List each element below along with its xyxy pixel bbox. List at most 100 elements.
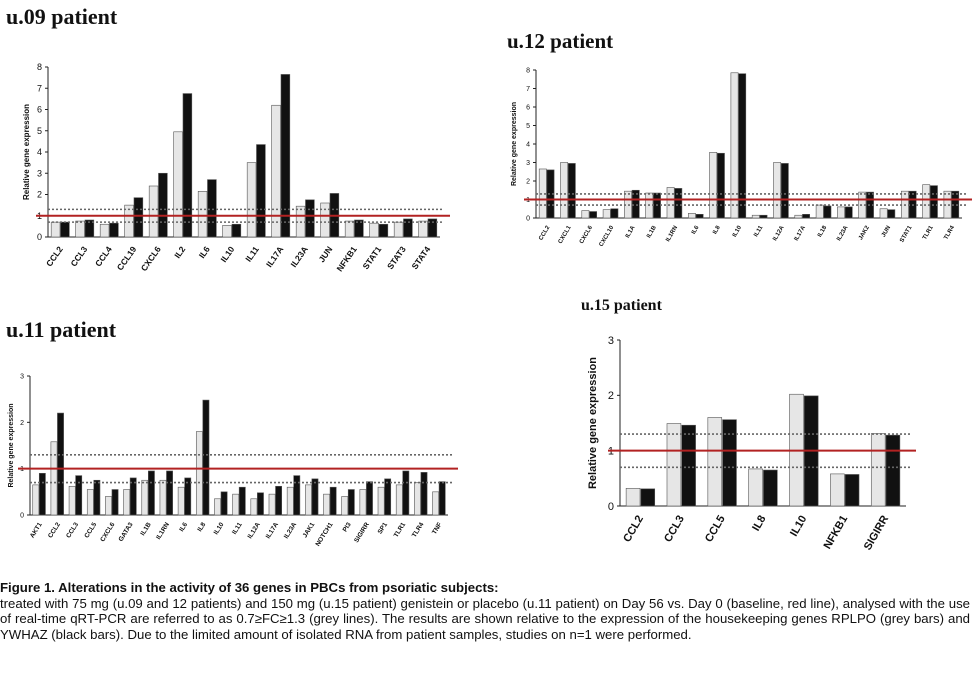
bar-IL17A-ywhaz xyxy=(281,74,290,237)
x-tick-label: PI3 xyxy=(342,521,353,533)
bar-CCL5-rplpo xyxy=(708,417,722,506)
bar-IL1B-rplpo xyxy=(142,480,148,515)
bar-IL8-ywhaz xyxy=(763,470,777,506)
bar-CXCL1-ywhaz xyxy=(568,163,575,218)
y-tick-label: 3 xyxy=(526,160,530,167)
y-axis-label: Relative gene expression xyxy=(8,403,15,487)
x-tick-label: CXCL10 xyxy=(599,224,616,247)
bar-GATA3-ywhaz xyxy=(130,478,136,515)
x-tick-label: IL10 xyxy=(788,514,809,539)
bar-IL6-ywhaz xyxy=(696,214,703,218)
y-tick-label: 2 xyxy=(526,178,530,185)
x-tick-label: TNF xyxy=(431,521,444,535)
x-tick-label: IL1B xyxy=(139,521,153,537)
bar-CCL3-ywhaz xyxy=(76,476,82,515)
x-tick-label: IL2 xyxy=(172,244,187,260)
y-tick-label: 2 xyxy=(20,420,24,427)
bar-NFKB1-ywhaz xyxy=(845,474,859,506)
bar-IL11-ywhaz xyxy=(239,487,245,515)
y-tick-label: 2 xyxy=(608,390,614,402)
bar-CCL2-rplpo xyxy=(626,488,640,506)
y-axis-label: Relative gene expression xyxy=(22,104,31,200)
bar-IL11-rplpo xyxy=(233,494,239,515)
x-tick-label: SP1 xyxy=(377,521,390,535)
bar-CXCL6-rplpo xyxy=(582,211,589,218)
x-tick-label: IL23A xyxy=(836,224,850,242)
bar-IL6-rplpo xyxy=(178,487,184,515)
bar-CCL2-ywhaz xyxy=(641,489,655,506)
y-tick-label: 0 xyxy=(20,512,24,519)
bar-CXCL6-ywhaz xyxy=(158,173,167,237)
bar-IL6-ywhaz xyxy=(207,180,216,237)
chart-title: u.12 patient xyxy=(507,29,613,53)
x-tick-label: IL1B xyxy=(646,224,658,239)
x-tick-label: TLR1 xyxy=(393,521,408,539)
x-tick-label: CXCL6 xyxy=(139,244,163,273)
y-tick-label: 8 xyxy=(526,67,530,74)
bar-CCL2-rplpo xyxy=(51,222,60,237)
bar-JUN-rplpo xyxy=(321,203,330,237)
x-tick-label: IL8 xyxy=(712,224,722,235)
y-tick-label: 3 xyxy=(608,335,614,347)
bar-CXCL6-ywhaz xyxy=(112,490,118,515)
x-tick-label: IL12A xyxy=(247,521,262,540)
y-tick-label: 2 xyxy=(37,190,42,200)
bar-JUN-ywhaz xyxy=(888,210,895,218)
bar-IL23A-rplpo xyxy=(287,487,293,515)
bar-IL11-rplpo xyxy=(247,163,256,237)
bar-IL18-ywhaz xyxy=(824,206,831,218)
bar-CXCL10-ywhaz xyxy=(611,209,618,218)
bar-JAK1-rplpo xyxy=(305,485,311,515)
x-tick-label: SIGIRR xyxy=(862,513,891,552)
bar-IL8-rplpo xyxy=(196,432,202,515)
bar-SP1-rplpo xyxy=(378,487,384,515)
x-tick-label: STAT4 xyxy=(409,244,432,271)
bar-SIGIRR-rplpo xyxy=(871,434,885,506)
x-tick-label: IL17A xyxy=(794,224,808,242)
bar-TLR1-rplpo xyxy=(396,485,402,515)
bar-STAT4-rplpo xyxy=(419,221,428,237)
y-tick-label: 7 xyxy=(37,83,42,93)
bar-TLR4-ywhaz xyxy=(421,472,427,515)
x-tick-label: CCL3 xyxy=(65,521,80,539)
bar-CXCL10-rplpo xyxy=(603,210,610,218)
bar-AKT1-rplpo xyxy=(33,485,39,515)
y-tick-label: 8 xyxy=(37,62,42,72)
bar-IL10-rplpo xyxy=(223,225,232,237)
x-tick-label: STAT3 xyxy=(385,244,408,271)
x-tick-label: CCL19 xyxy=(115,244,139,272)
bar-IL1RN-ywhaz xyxy=(675,188,682,218)
x-tick-label: IL11 xyxy=(753,224,764,238)
x-tick-label: TLR1 xyxy=(922,224,935,241)
bar-TLR4-rplpo xyxy=(414,483,420,515)
bar-CCL4-rplpo xyxy=(100,224,109,237)
x-tick-label: TLR4 xyxy=(411,521,426,539)
y-tick-label: 0 xyxy=(608,501,614,513)
x-tick-label: IL1A xyxy=(625,224,637,239)
bar-TLR1-ywhaz xyxy=(403,471,409,515)
bar-IL17A-rplpo xyxy=(795,215,802,218)
bar-IL23A-ywhaz xyxy=(305,200,314,237)
bar-SP1-ywhaz xyxy=(385,479,391,515)
bar-IL10-ywhaz xyxy=(221,492,227,515)
bar-IL2-rplpo xyxy=(174,132,183,237)
x-tick-label: IL17A xyxy=(264,244,285,269)
x-tick-label: IL18 xyxy=(817,224,829,238)
bar-TNF-ywhaz xyxy=(439,482,445,515)
bar-IL12A-ywhaz xyxy=(257,493,263,515)
bar-CCL19-ywhaz xyxy=(134,198,143,237)
x-tick-label: CCL5 xyxy=(703,514,728,545)
y-tick-label: 0 xyxy=(37,232,42,242)
bar-CXCL1-rplpo xyxy=(560,163,567,219)
bar-IL17A-ywhaz xyxy=(276,486,282,515)
x-tick-label: CCL2 xyxy=(621,514,646,545)
bar-NFKB1-rplpo xyxy=(830,474,844,506)
x-tick-label: NFKB1 xyxy=(334,244,359,273)
caption-body: treated with 75 mg (u.09 and 12 patients… xyxy=(0,596,970,643)
x-tick-label: NOTCH1 xyxy=(314,521,334,548)
x-tick-label: CCL2 xyxy=(47,521,62,539)
x-tick-label: SIGIRR xyxy=(353,521,371,544)
